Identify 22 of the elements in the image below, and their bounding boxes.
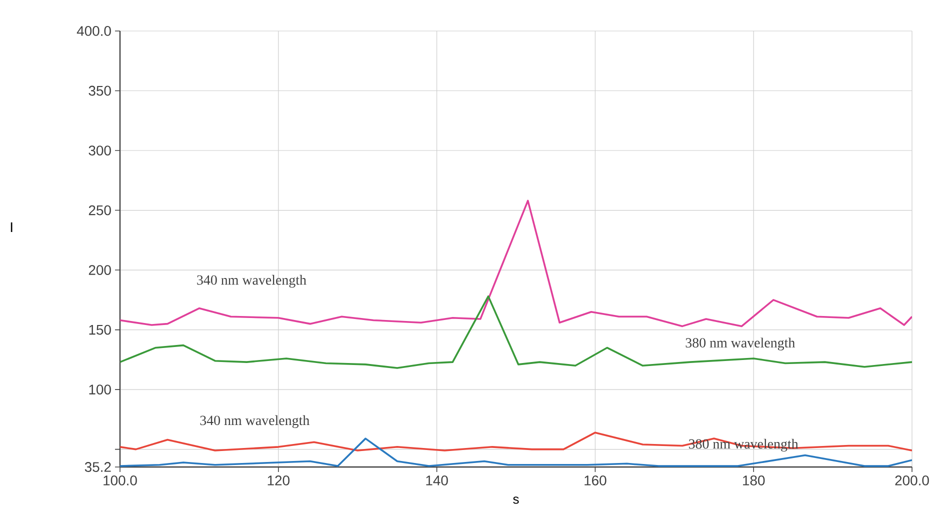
annotation: 380 nm wavelength — [686, 338, 795, 350]
line-series — [120, 295, 912, 369]
x-tick-label: 140 — [426, 476, 448, 486]
y-tick-label: 150 — [89, 324, 111, 335]
x-tick-label: 100.0 — [104, 476, 137, 486]
y-axis-title: I — [10, 222, 12, 232]
annotation: 340 nm wavelength — [200, 415, 310, 428]
x-tick-label: 120 — [268, 476, 290, 486]
y-tick-label: 400.0 — [76, 26, 111, 36]
line-series — [120, 432, 912, 452]
x-axis-title: s — [513, 496, 519, 504]
x-tick-label: 180 — [743, 476, 765, 486]
x-tick-label: 200.0 — [895, 476, 929, 486]
y-tick-label: 300 — [88, 146, 111, 156]
y-tick-label: 35.2 — [84, 462, 111, 472]
y-tick-label: 250 — [88, 205, 111, 216]
y-tick-label: 100 — [89, 384, 111, 394]
line-series — [120, 200, 912, 328]
y-tick-label: 350 — [88, 86, 111, 96]
x-tick-label: 160 — [584, 476, 606, 486]
annotation: 340 nm wavelength — [197, 274, 306, 288]
y-tick-label: 200 — [88, 265, 111, 275]
